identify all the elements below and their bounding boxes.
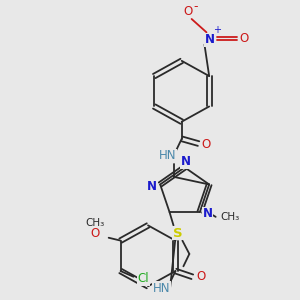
Text: N: N <box>147 180 157 193</box>
Text: CH₃: CH₃ <box>220 212 239 222</box>
Text: N: N <box>203 208 213 220</box>
Text: O: O <box>90 227 99 240</box>
Text: CH₃: CH₃ <box>85 218 104 227</box>
Text: O: O <box>239 32 249 46</box>
Text: HN: HN <box>153 282 170 295</box>
Text: O: O <box>202 138 211 151</box>
Text: Cl: Cl <box>137 272 149 285</box>
Text: +: + <box>213 26 221 35</box>
Text: S: S <box>172 226 182 239</box>
Text: N: N <box>181 155 191 168</box>
Text: HN: HN <box>159 149 177 162</box>
Text: O: O <box>183 5 192 18</box>
Text: O: O <box>196 270 206 283</box>
Text: -: - <box>193 0 198 13</box>
Text: N: N <box>204 33 214 46</box>
